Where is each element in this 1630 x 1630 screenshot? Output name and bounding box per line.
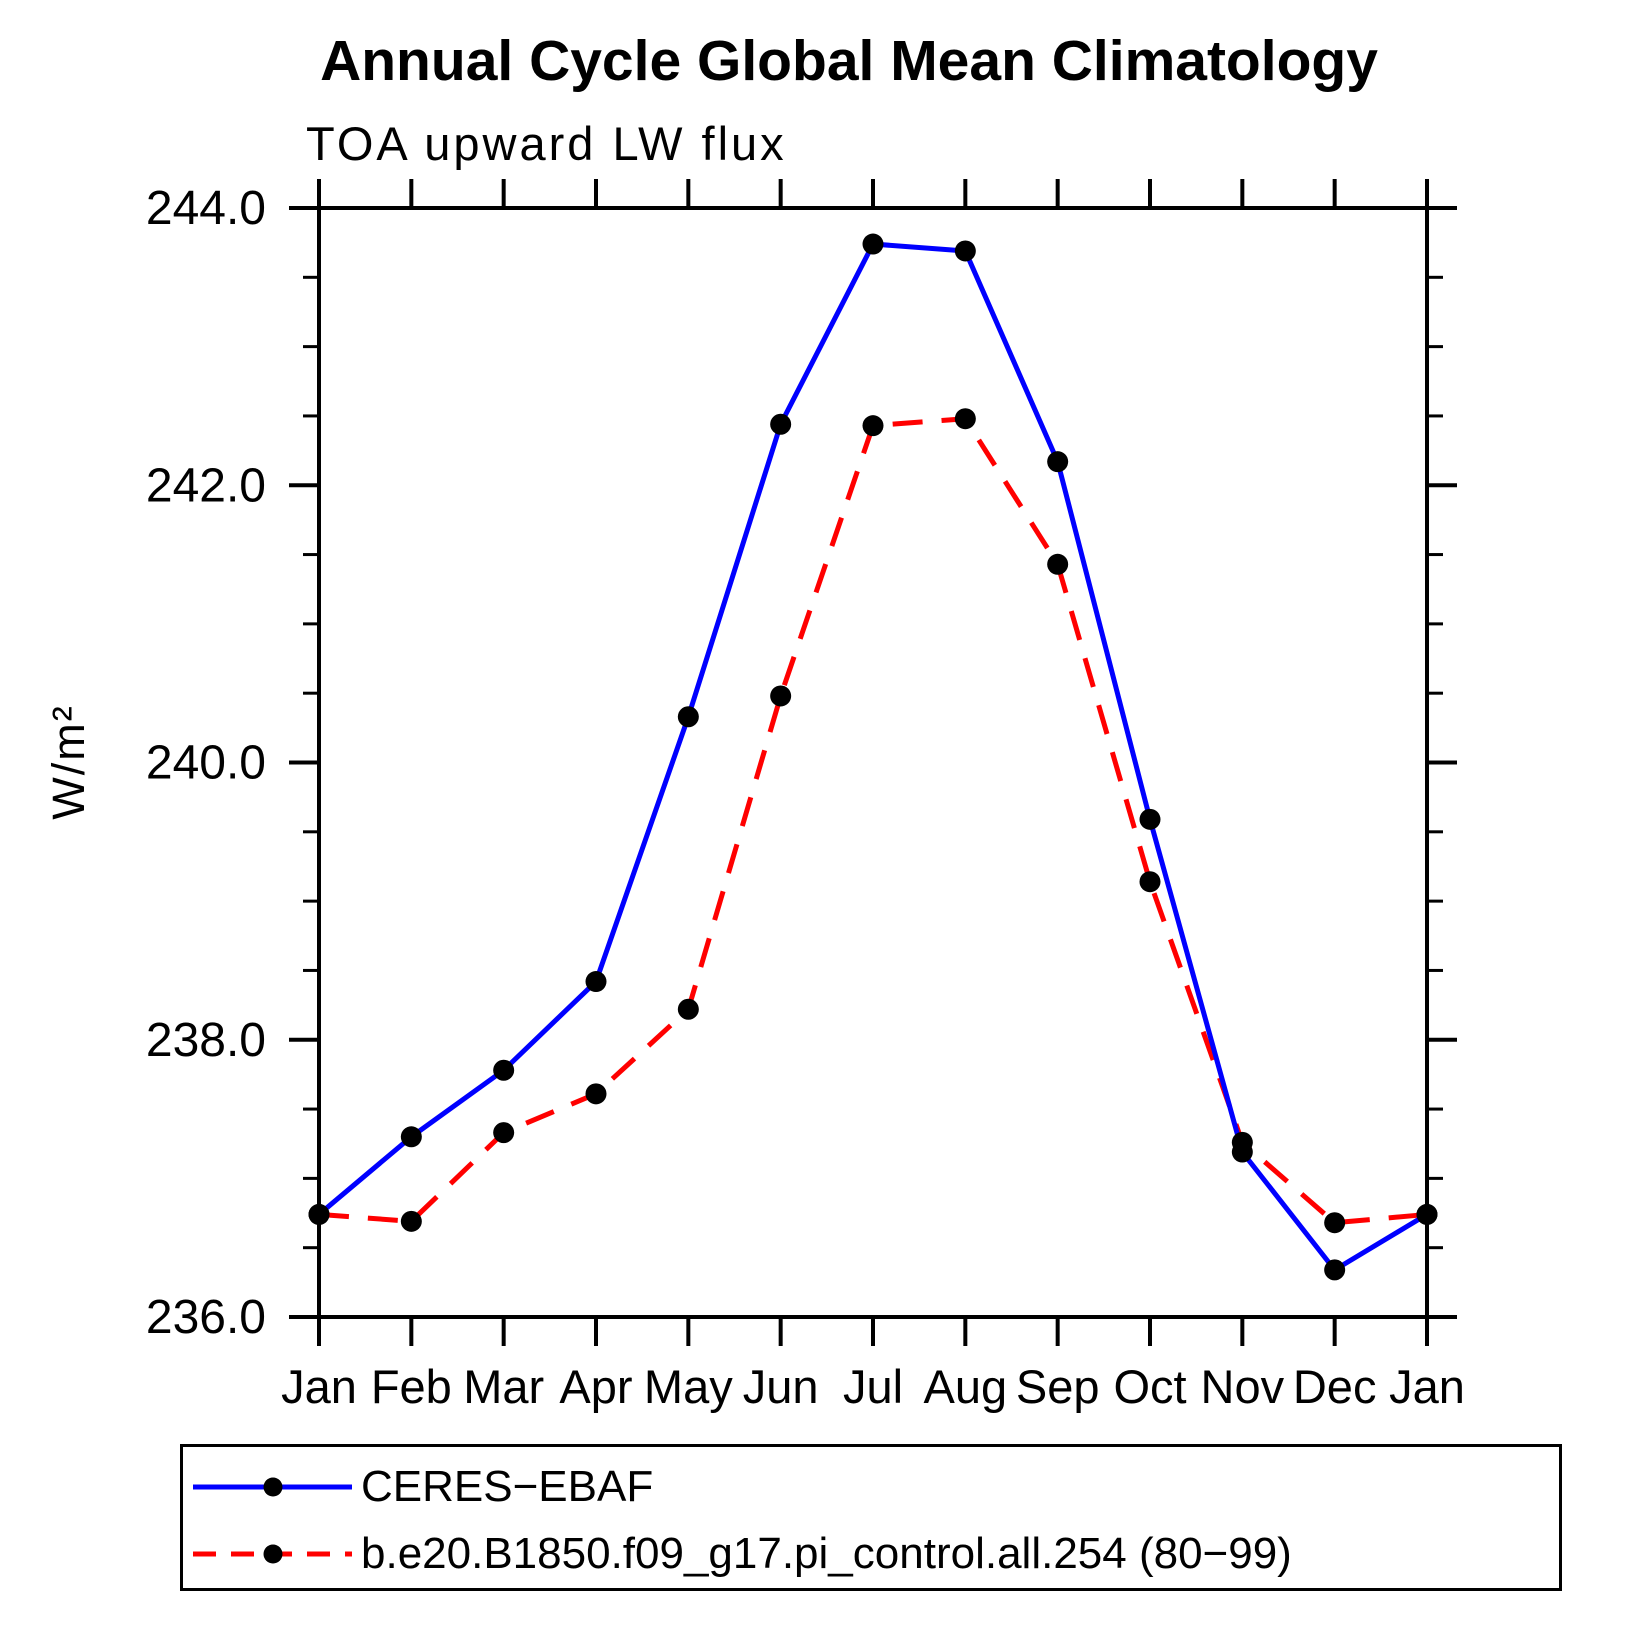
x-tick-label: Apr — [559, 1360, 632, 1413]
y-tick-label: 244.0 — [146, 182, 266, 235]
y-tick-label: 242.0 — [146, 459, 266, 512]
data-point-marker — [1047, 451, 1069, 473]
data-point-marker — [770, 685, 792, 707]
plot-frame — [317, 206, 1429, 1319]
data-point-marker — [677, 998, 699, 1020]
data-point-marker — [1231, 1131, 1253, 1153]
x-tick-label: Aug — [924, 1360, 1008, 1413]
x-tick-label: Feb — [371, 1360, 452, 1413]
legend-marker-dot-icon — [263, 1477, 283, 1497]
y-tick-label: 236.0 — [146, 1291, 266, 1344]
legend-label-model: b.e20.B1850.f09_g17.pi_control.all.254 (… — [361, 1529, 1292, 1578]
data-point-marker — [493, 1059, 515, 1081]
data-point-marker — [862, 233, 884, 255]
data-point-marker — [677, 706, 699, 728]
legend-box: CERES−EBAF b.e20.B1850.f09_g17.pi_contro… — [180, 1444, 1562, 1591]
data-point-marker — [585, 1083, 607, 1105]
chart-title: Annual Cycle Global Mean Climatology — [320, 29, 1378, 93]
data-point-marker — [493, 1122, 515, 1144]
x-tick-label: Nov — [1201, 1360, 1285, 1413]
data-point-marker — [1324, 1212, 1346, 1234]
x-tick-label: Dec — [1293, 1360, 1377, 1413]
y-tick-label: 238.0 — [146, 1014, 266, 1067]
series-line-ceres — [317, 241, 1429, 1273]
data-point-marker — [1139, 871, 1161, 893]
x-tick-label: Jun — [743, 1360, 819, 1413]
x-tick-label: Jul — [843, 1360, 903, 1413]
data-point-marker — [585, 971, 607, 993]
x-tick-label: Mar — [463, 1360, 544, 1413]
data-point-marker — [400, 1126, 422, 1148]
series-line-model — [318, 416, 1428, 1226]
legend-line-sample-ceres — [193, 1477, 352, 1497]
chart-layer: Jan Feb Mar Apr May Jun Jul Aug Sep Oct Nov Dec Jan2… — [146, 179, 1465, 1413]
y-tick-label: 240.0 — [146, 737, 266, 790]
legend-item-model: b.e20.B1850.f09_g17.pi_control.all.254 (… — [187, 1529, 1292, 1578]
legend-line-sample-model — [193, 1544, 352, 1564]
data-point-marker — [400, 1210, 422, 1232]
x-tick-label: Sep — [1016, 1360, 1100, 1413]
legend-marker-dot-icon — [263, 1544, 283, 1564]
data-point-marker — [954, 408, 976, 430]
data-point-marker — [1047, 553, 1069, 575]
data-point-marker — [862, 415, 884, 437]
x-tick-label: Jan — [1389, 1360, 1465, 1413]
data-point-marker — [1139, 808, 1161, 830]
y-axis-unit-label: W/m² — [43, 704, 94, 819]
chart-subtitle: TOA upward LW flux — [306, 117, 787, 170]
data-point-marker — [954, 240, 976, 262]
data-point-marker — [308, 1203, 330, 1225]
data-point-marker — [1416, 1203, 1438, 1225]
legend-item-ceres: CERES−EBAF — [187, 1462, 654, 1511]
data-point-marker — [770, 413, 792, 435]
x-tick-label: Oct — [1113, 1360, 1186, 1413]
x-tick-label: May — [644, 1360, 733, 1413]
legend-label-ceres: CERES−EBAF — [361, 1462, 654, 1511]
x-tick-label: Jan — [281, 1360, 357, 1413]
data-point-marker — [1324, 1259, 1346, 1281]
